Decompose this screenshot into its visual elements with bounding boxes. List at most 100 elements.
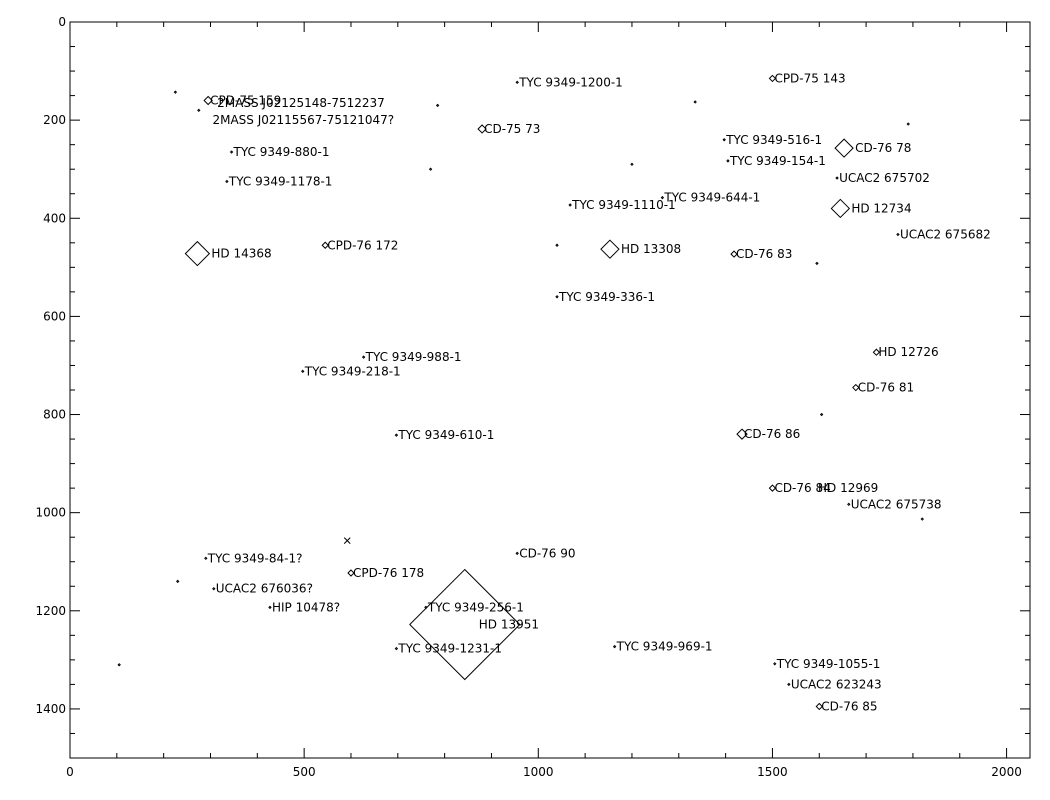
unlabeled-star-marker bbox=[173, 90, 178, 94]
star-label: CD-75 73 bbox=[484, 122, 540, 136]
star-label: TYC 9349-988-1 bbox=[365, 350, 462, 364]
star-label: UCAC2 676036? bbox=[216, 582, 313, 596]
unlabeled-star-marker bbox=[555, 243, 559, 247]
star-markers bbox=[117, 74, 924, 711]
x-tick-label: 500 bbox=[293, 765, 316, 779]
star-marker bbox=[600, 239, 620, 259]
x-tick-label: 1000 bbox=[523, 765, 554, 779]
star-label: HD 12734 bbox=[851, 201, 911, 215]
star-marker bbox=[184, 240, 211, 267]
star-label: UCAC2 675702 bbox=[839, 171, 930, 185]
x-tick-label: 0 bbox=[66, 765, 74, 779]
star-label: CD-76 90 bbox=[519, 546, 575, 560]
unlabeled-star-marker bbox=[819, 412, 824, 417]
axes: 0 500 1000 1500 2000 0 200 400 600 800 1000 1200 140… bbox=[35, 15, 1031, 779]
star-label: 2MASS J02115567-75121047? bbox=[212, 113, 394, 127]
star-marker bbox=[515, 551, 519, 556]
star-marker bbox=[203, 95, 213, 106]
star-label: TYC 9349-256-1 bbox=[427, 600, 524, 614]
star-label: HD 12726 bbox=[878, 345, 938, 359]
star-label: HD 14368 bbox=[211, 247, 271, 261]
star-marker bbox=[212, 587, 216, 591]
star-marker bbox=[347, 569, 355, 577]
star-label: UCAC2 675682 bbox=[900, 227, 991, 241]
x-tick-label: 2000 bbox=[991, 765, 1022, 779]
star-marker bbox=[830, 198, 851, 219]
star-marker bbox=[773, 662, 777, 666]
star-label: TYC 9349-1110-1 bbox=[571, 198, 676, 212]
star-marker bbox=[515, 80, 519, 85]
star-label: CD-76 84 bbox=[774, 481, 830, 495]
star-marker bbox=[872, 348, 881, 356]
y-tick-label: 1200 bbox=[35, 604, 66, 618]
star-marker bbox=[301, 369, 305, 374]
star-marker bbox=[204, 556, 208, 561]
star-label: TYC 9349-1200-1 bbox=[518, 75, 623, 89]
star-label: TYC 9349-1055-1 bbox=[776, 657, 881, 671]
star-marker bbox=[612, 644, 617, 649]
star-label: 2MASS J02125148-7512237 bbox=[217, 96, 385, 110]
unlabeled-star-marker bbox=[920, 517, 924, 521]
star-marker bbox=[835, 176, 839, 180]
star-marker bbox=[555, 295, 559, 299]
star-marker bbox=[660, 195, 665, 200]
star-label: CPD-76 172 bbox=[327, 238, 398, 252]
star-label: CD-76 81 bbox=[858, 381, 914, 395]
star-label: CD-76 83 bbox=[736, 247, 792, 261]
star-marker bbox=[787, 682, 791, 687]
y-tick-label: 800 bbox=[43, 408, 66, 422]
star-marker bbox=[834, 138, 854, 158]
star-label: CD-76 85 bbox=[821, 699, 877, 713]
y-tick-label: 0 bbox=[58, 15, 66, 29]
star-label: CPD-76 178 bbox=[353, 566, 424, 580]
cross-stroke bbox=[343, 537, 351, 544]
unlabeled-star-marker bbox=[630, 162, 634, 167]
star-label: TYC 9349-154-1 bbox=[729, 154, 826, 168]
star-marker bbox=[815, 702, 823, 711]
star-marker bbox=[852, 383, 860, 392]
star-label: TYC 9349-516-1 bbox=[725, 133, 822, 147]
star-label: HIP 10478? bbox=[272, 600, 340, 614]
star-marker bbox=[361, 355, 366, 359]
star-label: CPD-75 159 bbox=[210, 94, 281, 108]
star-marker bbox=[896, 232, 900, 237]
x-tick-label: 1500 bbox=[757, 765, 788, 779]
unlabeled-star-marker bbox=[435, 103, 440, 108]
star-marker bbox=[768, 484, 777, 492]
y-tick-label: 200 bbox=[43, 113, 66, 127]
star-label: HD 13951 bbox=[479, 618, 539, 632]
star-label: CPD-75 143 bbox=[774, 71, 845, 85]
star-marker bbox=[847, 502, 851, 507]
star-marker bbox=[409, 568, 521, 681]
star-marker bbox=[394, 433, 399, 437]
star-label: TYC 9349-1178-1 bbox=[228, 174, 333, 188]
cross-marker bbox=[343, 537, 351, 544]
star-label: TYC 9349-610-1 bbox=[397, 428, 494, 442]
star-marker bbox=[321, 241, 329, 249]
star-label: HD 13308 bbox=[621, 242, 681, 256]
unlabeled-star-marker bbox=[815, 261, 819, 266]
unlabeled-star-marker bbox=[197, 108, 201, 113]
star-label: TYC 9349-644-1 bbox=[663, 191, 760, 205]
star-marker bbox=[722, 138, 726, 142]
unlabeled-star-marker bbox=[176, 579, 180, 584]
unlabeled-star-marker bbox=[428, 167, 433, 171]
star-marker bbox=[268, 605, 272, 610]
star-label: CD-76 78 bbox=[855, 141, 911, 155]
y-tick-label: 600 bbox=[43, 309, 66, 323]
star-label: HD 12969 bbox=[818, 481, 878, 495]
star-marker bbox=[768, 74, 777, 83]
star-label: CD-76 86 bbox=[744, 427, 800, 441]
star-label: UCAC2 675738 bbox=[851, 497, 942, 511]
star-label: UCAC2 623243 bbox=[791, 677, 882, 691]
y-tick-label: 400 bbox=[43, 211, 66, 225]
star-marker bbox=[229, 150, 234, 154]
star-label: TYC 9349-880-1 bbox=[233, 145, 330, 159]
star-label: TYC 9349-84-1? bbox=[207, 551, 303, 565]
star-label: TYC 9349-336-1 bbox=[558, 290, 655, 304]
y-tick-label: 1400 bbox=[35, 702, 66, 716]
star-marker bbox=[394, 646, 399, 651]
